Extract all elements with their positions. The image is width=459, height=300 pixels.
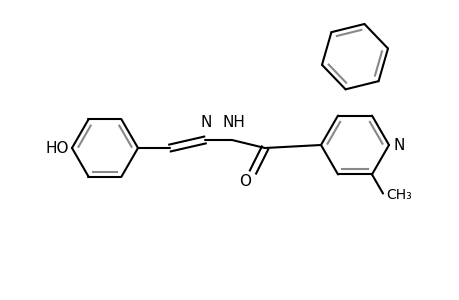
- Text: N: N: [393, 137, 404, 152]
- Text: CH₃: CH₃: [385, 188, 411, 203]
- Text: NH: NH: [222, 115, 245, 130]
- Text: N: N: [200, 115, 211, 130]
- Text: O: O: [239, 174, 251, 189]
- Text: HO: HO: [45, 140, 69, 155]
